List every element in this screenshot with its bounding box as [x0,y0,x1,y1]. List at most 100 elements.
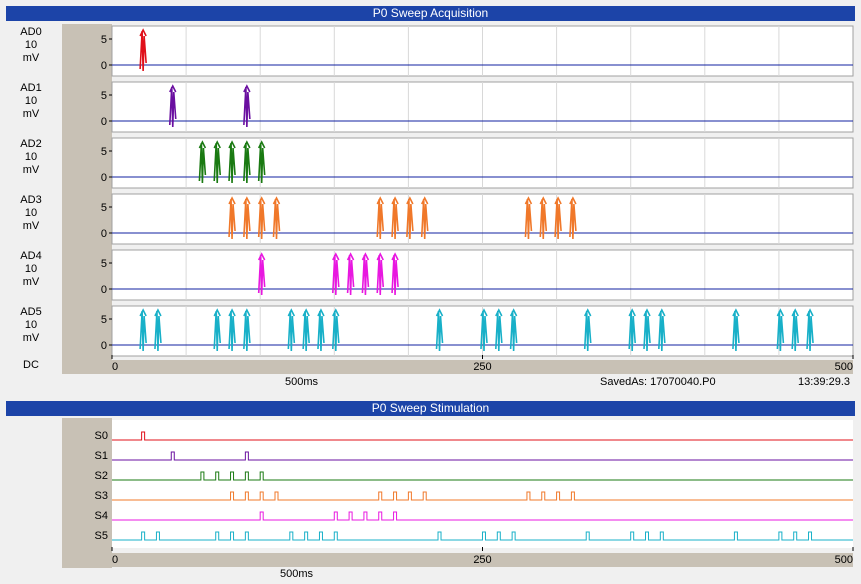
spike-ad5 [228,308,236,352]
acquisition-timebase-unit: ms [303,376,319,388]
spike-ad4 [257,252,266,296]
spike-ad5 [154,308,162,352]
y-tick-label: 5 [101,314,107,326]
y-tick-label: 5 [101,258,107,270]
channel-unit: mV [22,108,40,120]
spike-ad4 [376,252,385,296]
spike-ad5 [791,308,799,352]
x-tick-label: 250 [473,361,491,373]
stim-trace-s1 [112,451,853,461]
stimulation-title: P0 Sweep Stimulation [371,401,490,415]
y-tick-label: 0 [101,284,107,296]
y-tick-label: 5 [101,202,107,214]
channel-name: AD4 [20,250,42,262]
x-tick-label: 0 [112,361,118,373]
spike-ad3 [228,196,236,240]
spike-ad5 [495,308,503,352]
x-tick-label: 500 [835,554,853,566]
spike-ad2 [198,140,207,184]
channel-unit: mV [22,52,40,64]
spike-ad0 [139,28,147,72]
spike-ad3 [569,196,577,240]
acquisition-timebase-value: 500 [285,376,304,388]
stimulation-scrollbar[interactable] [82,553,853,567]
channel-label-ad3: AD3 10 mV [2,194,60,233]
spike-ad5 [435,308,444,352]
spike-ad2 [257,140,266,184]
stim-trace-s4 [112,511,853,521]
acquisition-title-bar: P0 Sweep Acquisition [6,6,855,21]
channel-label-ad4: AD4 10 mV [2,250,60,289]
x-tick-label: 500 [835,361,853,373]
spike-ad3 [376,196,385,240]
spike-ad5 [480,308,488,352]
spike-ad5 [243,308,251,352]
spike-ad5 [732,308,740,352]
y-tick-label: 5 [101,146,107,158]
channel-label-ad2: AD2 10 mV [2,138,60,177]
stim-trace-s3 [112,491,853,501]
spike-ad5 [139,308,147,352]
channel-scale: 10 [24,95,38,107]
stimulation-panel[interactable] [112,420,853,548]
spike-ad3 [272,196,281,240]
spike-ad3 [524,196,533,240]
channel-name: AD2 [20,138,42,150]
y-tick-label: 5 [101,34,107,46]
y-tick-label: 0 [101,228,107,240]
channel-name: AD1 [20,82,42,94]
stimulation-gutter [62,418,112,568]
spike-ad3 [391,196,399,240]
stim-label-s5: S5 [95,530,108,542]
y-tick-label: 0 [101,340,107,352]
channel-label-ad5: AD5 10 mV [2,306,60,345]
spike-ad5 [331,308,340,352]
spike-ad4 [331,252,340,296]
spike-ad2 [243,140,251,184]
spike-ad1 [243,84,251,128]
x-tick-label: 0 [112,554,118,566]
spike-ad1 [168,84,177,128]
channel-scale: 10 [24,151,38,163]
spike-ad5 [317,308,325,352]
channel-unit: mV [22,220,40,232]
spike-ad5 [287,308,296,352]
acquisition-title: P0 Sweep Acquisition [372,6,489,20]
y-tick-label: 0 [101,172,107,184]
stim-trace-s5 [112,531,853,541]
stim-trace-s0 [112,431,853,441]
stim-label-s2: S2 [95,470,108,482]
spike-ad5 [658,308,666,352]
channel-scale: 10 [24,319,38,331]
channel-label-ad1: AD1 10 mV [2,82,60,121]
channel-name: AD3 [20,194,42,206]
spike-ad3 [243,196,251,240]
spike-ad2 [213,140,222,184]
coupling-text: DC [23,359,39,371]
channel-scale: 10 [24,39,38,51]
stimulation-timebase-unit: ms [298,568,314,580]
channel-unit: mV [22,276,40,288]
acquisition-timebase: 500ms [285,376,318,388]
stimulation-timebase-value: 500 [280,568,299,580]
spike-ad2 [228,140,236,184]
y-tick-label: 0 [101,116,107,128]
spike-ad3 [420,196,429,240]
spike-ad5 [583,308,592,352]
acquisition-scrollbar[interactable] [82,360,853,374]
channel-label-ad0: AD0 10 mV [2,26,60,65]
spike-ad5 [806,308,814,352]
spike-ad5 [776,308,785,352]
stim-label-s3: S3 [95,490,108,502]
spike-ad5 [643,308,651,352]
y-tick-label: 0 [101,60,107,72]
saved-as-label: SavedAs: 17070040.P0 [600,376,716,388]
coupling-label: DC [2,359,60,372]
stimulation-timebase: 500ms [280,568,313,580]
channel-unit: mV [22,164,40,176]
stim-trace-s2 [112,471,853,481]
channel-name: AD0 [20,26,42,38]
spike-ad5 [628,308,636,352]
